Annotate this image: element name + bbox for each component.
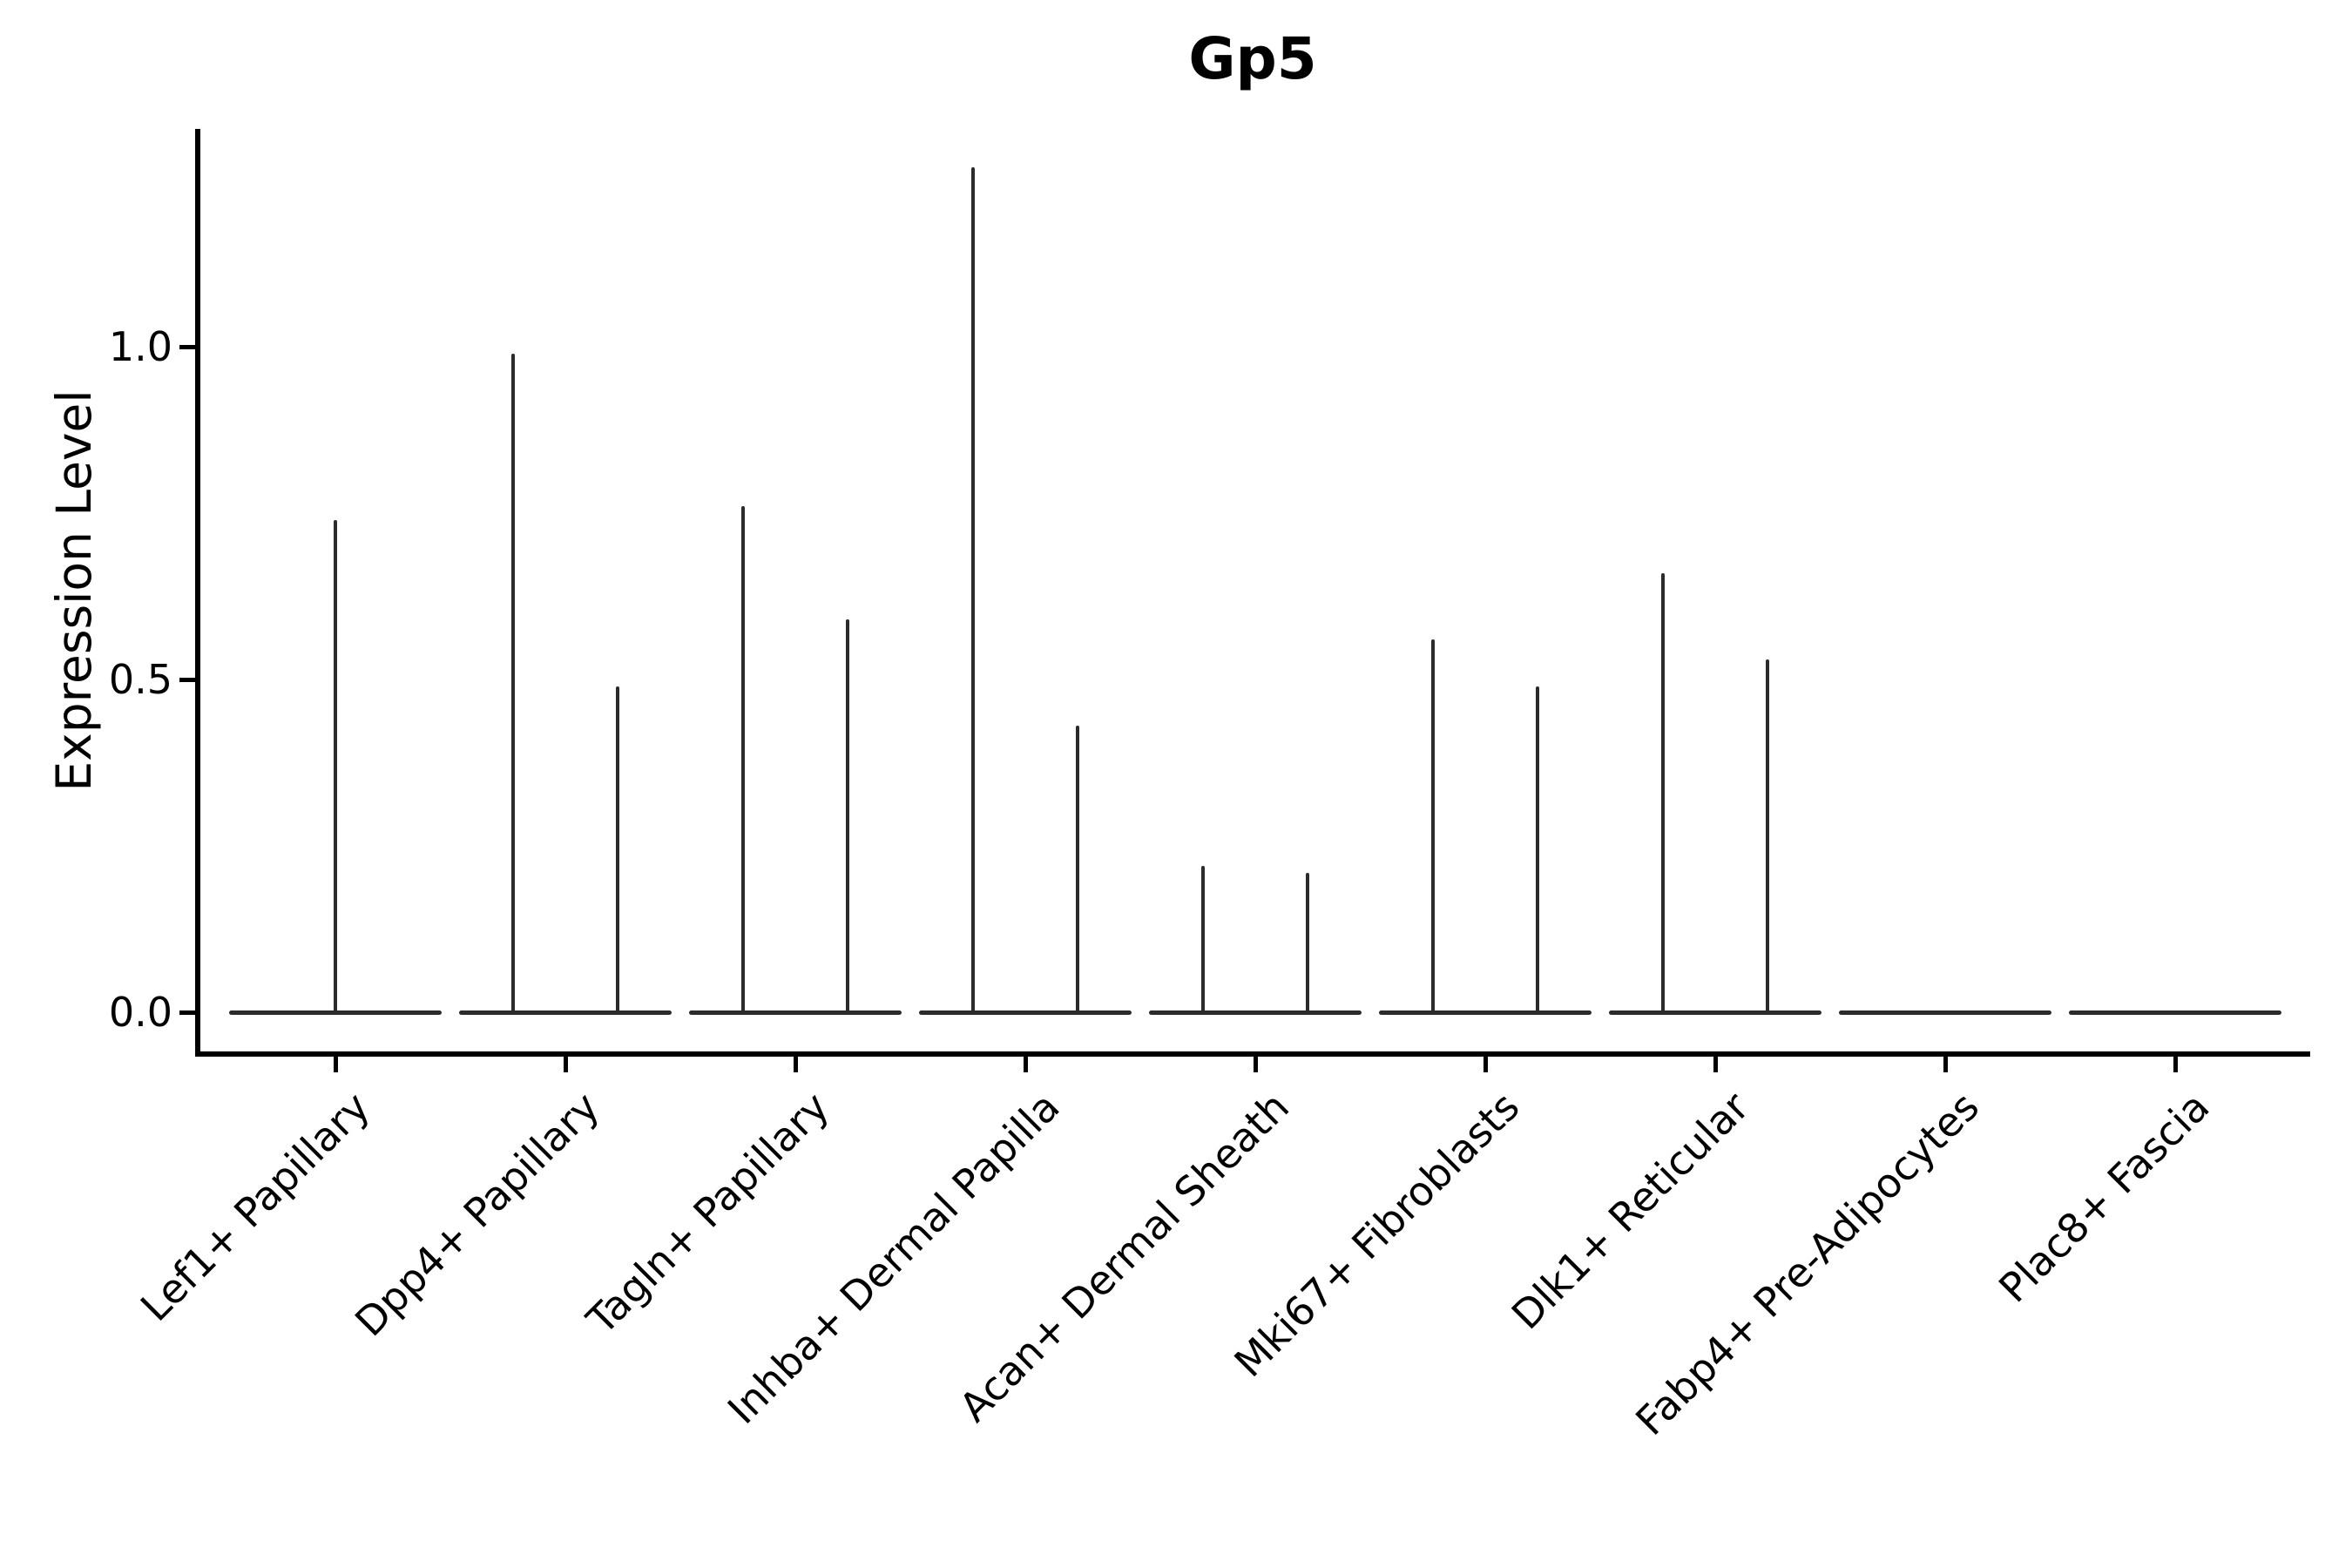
violin-spike <box>971 166 975 1014</box>
violin-baseline <box>2069 1010 2281 1015</box>
violin-baseline <box>1839 1010 2051 1015</box>
violin-spike <box>616 686 619 1014</box>
y-tick <box>179 677 195 682</box>
x-tick <box>793 1057 798 1072</box>
y-tick <box>179 1010 195 1015</box>
violin-spike <box>1536 686 1539 1014</box>
x-axis-spine <box>195 1051 2310 1057</box>
x-tick <box>1253 1057 1258 1072</box>
x-tick-label: Plac8+ Fascia <box>1989 1083 2219 1312</box>
violin-spike <box>1766 659 1769 1014</box>
violin-spike <box>741 506 745 1014</box>
x-tick <box>563 1057 568 1072</box>
x-tick <box>333 1057 338 1072</box>
violin-baseline <box>459 1010 672 1015</box>
x-tick <box>1023 1057 1028 1072</box>
violin-baseline <box>1149 1010 1362 1015</box>
violin-baseline <box>1609 1010 1821 1015</box>
x-tick <box>1943 1057 1948 1072</box>
violin-baseline <box>919 1010 1132 1015</box>
y-axis-spine <box>195 129 200 1057</box>
violin-spike <box>1661 572 1665 1014</box>
violin-spike <box>334 519 337 1014</box>
chart-title: Gp5 <box>1188 25 1317 92</box>
x-tick-label: Dlk1+ Reticular <box>1503 1083 1759 1339</box>
violin-spike <box>1076 726 1079 1014</box>
x-tick <box>2173 1057 2178 1072</box>
y-tick-label: 0.0 <box>108 989 172 1036</box>
violin-spike <box>511 353 515 1014</box>
violin-baseline <box>1379 1010 1592 1015</box>
x-tick <box>1483 1057 1488 1072</box>
violin-spike <box>1201 865 1205 1014</box>
y-axis-label: Expression Level <box>46 389 102 792</box>
y-tick-label: 1.0 <box>108 323 172 370</box>
x-tick-label: Tagln+ Papillary <box>578 1083 839 1344</box>
violin-spike <box>1431 639 1435 1014</box>
x-tick <box>1713 1057 1718 1072</box>
y-tick <box>179 344 195 349</box>
y-tick-label: 0.5 <box>108 656 172 703</box>
violin-baseline <box>689 1010 902 1015</box>
violin-spike <box>846 619 849 1014</box>
x-tick-label: Dpp4+ Papillary <box>346 1083 609 1346</box>
x-tick-label: Lef1+ Papillary <box>131 1083 379 1331</box>
violin-spike <box>1306 872 1309 1014</box>
